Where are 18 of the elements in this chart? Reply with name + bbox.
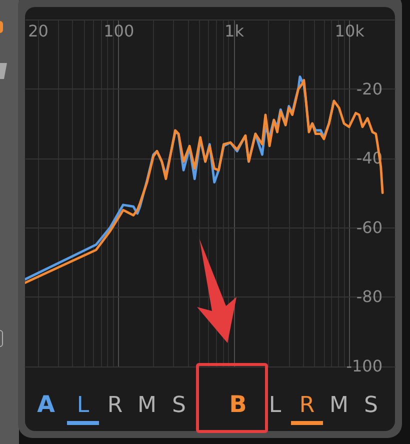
text: A [37, 392, 55, 418]
text: M [330, 393, 348, 419]
text: R [299, 393, 315, 419]
text: M [138, 393, 156, 419]
x-tick-label: 100 [104, 22, 134, 40]
x-tick-label: 10k [334, 22, 366, 40]
text: B [229, 392, 247, 418]
text: S [364, 393, 378, 419]
y-tick-label: -60 [356, 218, 382, 237]
text: L [268, 393, 282, 419]
text: S [172, 393, 186, 419]
y-tick-label: -20 [356, 79, 382, 98]
y-tick-label: -100 [346, 356, 382, 376]
x-tick-label: 1k [224, 22, 245, 40]
y-tick-label: -80 [356, 287, 382, 306]
text: R [107, 393, 123, 419]
x-tick-label: 20 [28, 22, 48, 40]
text: L [76, 393, 90, 419]
